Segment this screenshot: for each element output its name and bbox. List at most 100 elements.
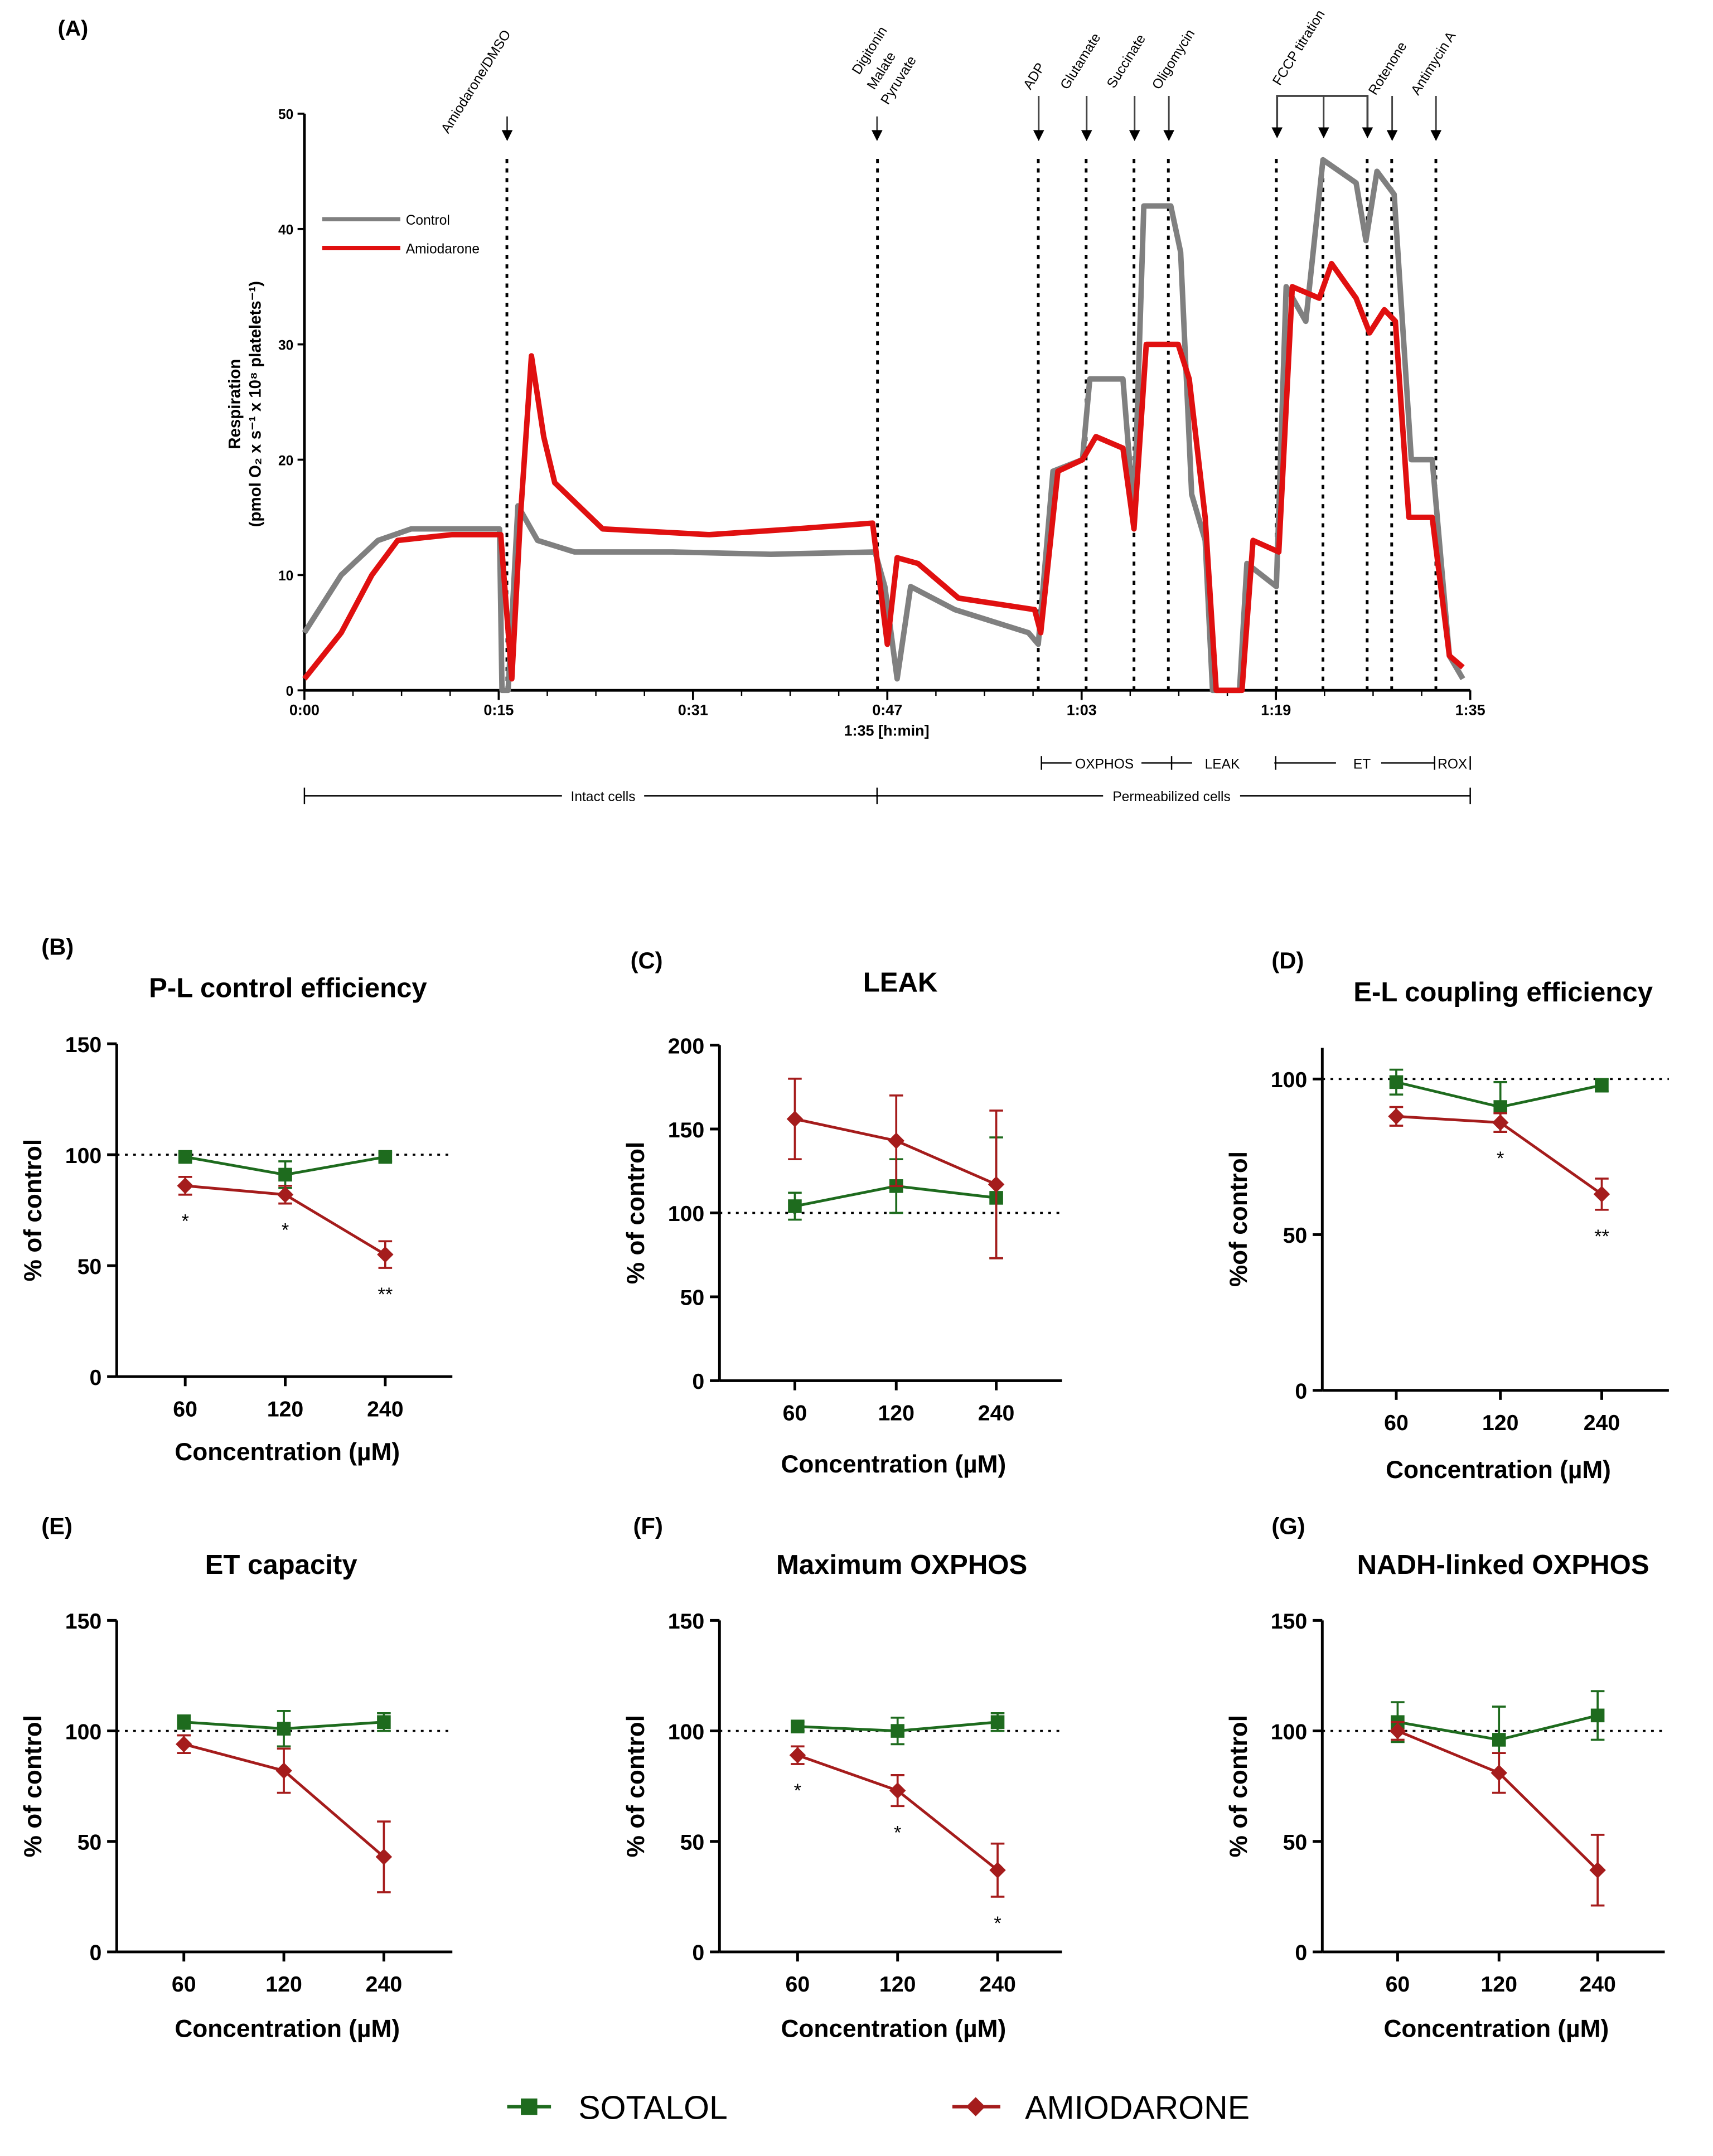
data-point-amiodarone bbox=[988, 1176, 1005, 1193]
panel-label: (B) bbox=[41, 933, 74, 960]
x-axis-label: Concentration (µM) bbox=[175, 1438, 400, 1466]
data-point-sotalol bbox=[1492, 1733, 1506, 1747]
significance-annotation: * bbox=[994, 1913, 1001, 1934]
data-point-sotalol bbox=[1595, 1078, 1609, 1092]
event-label: FCCP titration bbox=[1270, 7, 1328, 88]
y-tick-label: 50 bbox=[1283, 1223, 1308, 1248]
x-tick-label: 60 bbox=[1386, 1972, 1410, 1997]
significance-annotation: ** bbox=[1594, 1226, 1609, 1247]
y-tick-label: 30 bbox=[278, 338, 293, 353]
legend-marker-diamond bbox=[966, 2097, 985, 2116]
arrow-down-icon bbox=[1271, 127, 1283, 139]
series-line-amiodarone bbox=[797, 1753, 999, 1872]
arrow-down-icon bbox=[1318, 127, 1329, 139]
significance-annotation: ** bbox=[378, 1284, 393, 1305]
data-point-sotalol bbox=[990, 1715, 1005, 1729]
trace-control bbox=[302, 157, 1465, 694]
panel-g: (G) NADH-linked OXPHOS 0 50 100 150 60 120 240 Co… bbox=[1225, 1513, 1665, 2042]
y-tick-label: 150 bbox=[1271, 1609, 1308, 1634]
data-point-sotalol bbox=[791, 1719, 805, 1733]
x-tick-label: 240 bbox=[1584, 1411, 1620, 1435]
x-tick-label: 120 bbox=[878, 1401, 914, 1426]
y-axis-label: %of control bbox=[1225, 1151, 1252, 1287]
x-tick-label: 240 bbox=[978, 1401, 1015, 1426]
x-tick-label: 240 bbox=[1579, 1972, 1616, 1997]
event-label: Oligomycin bbox=[1149, 27, 1198, 92]
x-axis-label: Concentration (µM) bbox=[781, 1451, 1006, 1478]
panel-label: (G) bbox=[1271, 1513, 1305, 1539]
event-label: Antimycin A bbox=[1408, 29, 1459, 98]
data-point-amiodarone bbox=[175, 1736, 192, 1753]
y-tick-label: 0 bbox=[692, 1369, 704, 1394]
y-tick-label: 50 bbox=[1283, 1830, 1308, 1854]
x-tick-label: 1:35 bbox=[1455, 701, 1485, 718]
legend-label-sotalol: SOTALOL bbox=[578, 2090, 728, 2126]
data-point-amiodarone bbox=[989, 1862, 1006, 1879]
x-tick-label: 240 bbox=[367, 1397, 404, 1421]
panel-label: (D) bbox=[1271, 947, 1304, 973]
panel-label: (A) bbox=[58, 16, 89, 41]
arrow-down-icon bbox=[501, 130, 513, 142]
y-axis-label: % of control bbox=[622, 1142, 650, 1284]
data-point-sotalol bbox=[177, 1715, 191, 1729]
x-tick-label: 0:31 bbox=[678, 701, 708, 718]
event-label: Glutamate bbox=[1058, 31, 1104, 92]
panel-title: Maximum OXPHOS bbox=[776, 1550, 1027, 1580]
y-tick-label: 100 bbox=[668, 1719, 705, 1744]
x-tick-label: 0:00 bbox=[289, 701, 320, 718]
arrow-down-icon bbox=[872, 130, 883, 142]
x-tick-label: 120 bbox=[879, 1972, 916, 1997]
state-label: Permeabilized cells bbox=[1112, 789, 1230, 805]
y-tick-label: 10 bbox=[278, 569, 293, 584]
panel-label: (C) bbox=[631, 947, 663, 973]
event-label: Amiodarone/DMSO bbox=[438, 27, 514, 136]
data-point-sotalol bbox=[1590, 1708, 1605, 1723]
series-line-amiodarone bbox=[1397, 1729, 1599, 1872]
data-point-sotalol bbox=[277, 1722, 291, 1736]
panel-title: LEAK bbox=[863, 968, 938, 998]
arrow-down-icon bbox=[1129, 130, 1140, 142]
panel-d: (D) E-L coupling efficiency 0 50 100 60 120 240… bbox=[1225, 947, 1669, 1484]
y-tick-label: 0 bbox=[1295, 1379, 1307, 1403]
data-point-sotalol bbox=[178, 1150, 192, 1164]
y-tick-label: 50 bbox=[680, 1830, 705, 1854]
data-point-amiodarone bbox=[789, 1747, 806, 1763]
data-point-amiodarone bbox=[889, 1782, 906, 1799]
y-tick-label: 0 bbox=[89, 1941, 101, 1965]
x-tick-label: 120 bbox=[1482, 1411, 1519, 1435]
data-point-amiodarone bbox=[377, 1246, 394, 1263]
x-tick-label: 120 bbox=[1480, 1972, 1517, 1997]
y-tick-label: 200 bbox=[668, 1034, 705, 1058]
arrow-down-icon bbox=[1386, 130, 1398, 142]
fccp-bracket bbox=[1276, 95, 1369, 134]
y-tick-label: 50 bbox=[278, 108, 293, 123]
phase-label: OXPHOS bbox=[1075, 757, 1134, 772]
data-point-amiodarone bbox=[1492, 1114, 1509, 1131]
x-tick-label: 1:03 bbox=[1067, 701, 1097, 718]
y-tick-label: 100 bbox=[668, 1201, 705, 1226]
y-tick-label: 0 bbox=[286, 684, 294, 699]
x-tick-label: 120 bbox=[265, 1972, 302, 1997]
panel-title: ET capacity bbox=[205, 1550, 358, 1580]
event-label: Succinate bbox=[1104, 32, 1149, 91]
panel-a: (A) 0 10 20 30 40 50 0:00 0:15 0:31 0:47 1:03 1:19 1:… bbox=[58, 7, 1485, 805]
y-axis-label-line1: Respiration bbox=[225, 359, 244, 449]
y-axis-label: % of control bbox=[20, 1715, 47, 1857]
x-tick-label: 240 bbox=[979, 1972, 1016, 1997]
legend-label-amiodarone: AMIODARONE bbox=[1025, 2090, 1250, 2126]
x-tick-label: 60 bbox=[1384, 1411, 1409, 1435]
arrow-down-icon bbox=[1163, 130, 1174, 142]
y-tick-label: 100 bbox=[1271, 1719, 1308, 1744]
x-axis-label: Concentration (µM) bbox=[175, 2015, 400, 2042]
data-point-amiodarone bbox=[177, 1178, 193, 1194]
data-point-sotalol bbox=[278, 1167, 292, 1182]
y-tick-label: 100 bbox=[65, 1144, 102, 1168]
x-tick-label: 60 bbox=[173, 1397, 197, 1421]
x-tick-label: 0:15 bbox=[483, 701, 514, 718]
x-tick-label: 120 bbox=[267, 1397, 304, 1421]
phase-label: LEAK bbox=[1205, 757, 1240, 772]
panel-label: (F) bbox=[633, 1513, 663, 1539]
state-label: Intact cells bbox=[571, 789, 636, 805]
x-tick-label: 60 bbox=[783, 1401, 807, 1426]
y-axis-label: Respiration (pmol O₂ x s⁻¹ x 10⁸ platelet… bbox=[225, 281, 264, 527]
